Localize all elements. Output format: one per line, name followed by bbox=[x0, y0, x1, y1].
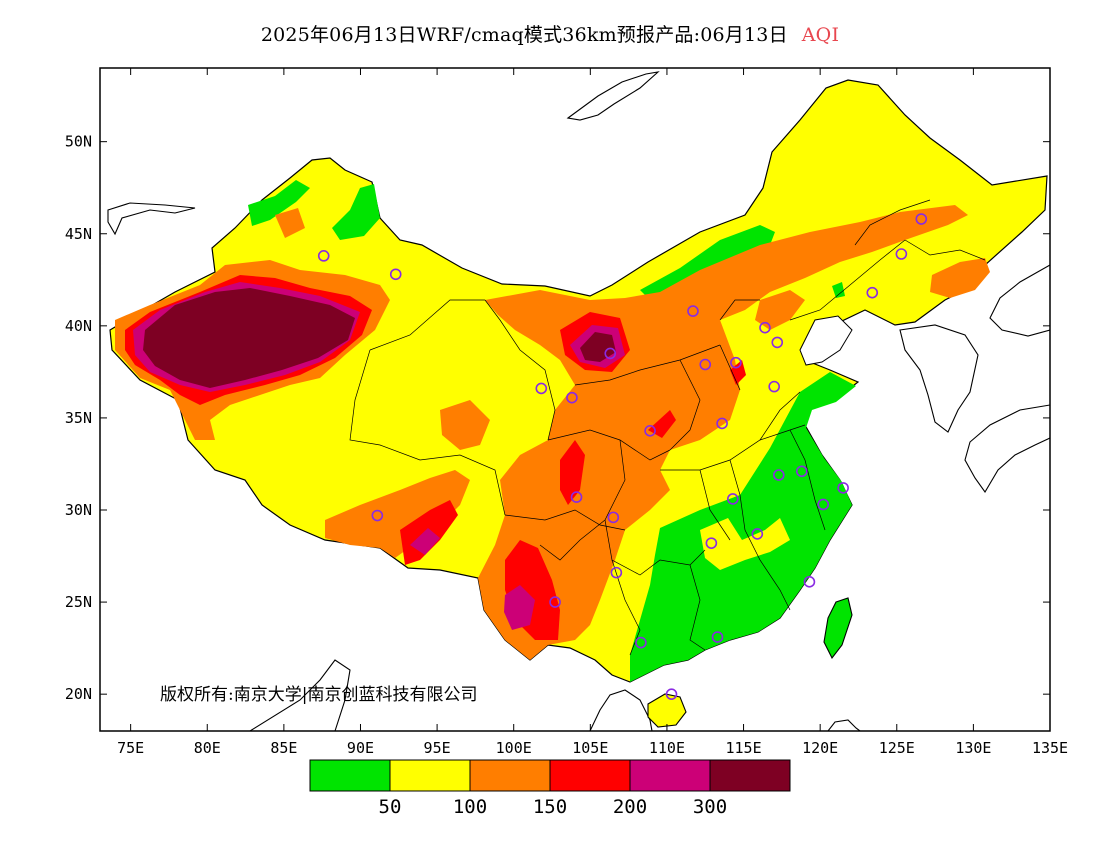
station-marker bbox=[727, 493, 739, 505]
station-marker bbox=[566, 391, 578, 404]
x-tick-label: 100E bbox=[496, 739, 532, 757]
station-marker bbox=[699, 358, 712, 371]
station-markers bbox=[317, 213, 928, 700]
legend-swatch bbox=[469, 759, 551, 792]
station-marker bbox=[772, 469, 785, 481]
x-tick-label: 120E bbox=[802, 739, 838, 757]
x-tick-label: 85E bbox=[270, 739, 297, 757]
legend-label: 300 bbox=[693, 796, 727, 818]
station-marker bbox=[768, 380, 780, 393]
aqi-pocket-moderate bbox=[700, 518, 790, 570]
station-marker bbox=[895, 248, 908, 260]
map-frame bbox=[99, 67, 1051, 732]
legend-label: 150 bbox=[533, 796, 567, 818]
aqi-band-hazardous bbox=[143, 288, 616, 388]
y-tick-label: 45N bbox=[65, 225, 92, 243]
legend-label: 50 bbox=[379, 796, 402, 818]
x-tick-label: 90E bbox=[347, 739, 374, 757]
legend-swatch bbox=[309, 759, 391, 792]
title-variable: AQI bbox=[801, 24, 840, 46]
station-marker bbox=[705, 537, 718, 549]
legend-swatch bbox=[629, 759, 711, 792]
y-tick-label: 20N bbox=[65, 685, 92, 703]
station-marker bbox=[389, 268, 402, 281]
legend-swatch bbox=[709, 759, 791, 792]
station-marker bbox=[610, 566, 623, 579]
x-tick-label: 135E bbox=[1032, 739, 1068, 757]
aqi-legend: 50 100 150 200 300 bbox=[309, 759, 791, 818]
x-tick-label: 95E bbox=[424, 739, 451, 757]
station-marker bbox=[317, 250, 330, 262]
hainan-island bbox=[647, 693, 687, 728]
station-marker bbox=[759, 321, 771, 334]
station-marker bbox=[371, 509, 384, 522]
y-tick-label: 25N bbox=[65, 593, 92, 611]
x-tick-label: 75E bbox=[117, 739, 144, 757]
taiwan-island bbox=[823, 597, 853, 660]
station-marker bbox=[711, 631, 724, 643]
station-marker bbox=[607, 511, 620, 524]
station-marker bbox=[803, 576, 816, 588]
y-tick-label: 30N bbox=[65, 501, 92, 519]
station-marker bbox=[795, 465, 808, 478]
station-marker bbox=[837, 482, 849, 494]
y-tick-label: 35N bbox=[65, 409, 92, 427]
station-marker bbox=[644, 425, 656, 437]
station-marker bbox=[549, 596, 561, 608]
station-marker bbox=[771, 336, 784, 349]
x-tick-label: 105E bbox=[572, 739, 608, 757]
x-tick-label: 125E bbox=[879, 739, 915, 757]
station-marker bbox=[665, 688, 678, 700]
legend-label: 100 bbox=[453, 796, 487, 818]
station-marker bbox=[604, 347, 617, 360]
station-marker bbox=[716, 417, 728, 430]
y-axis: 50N 45N 40N 35N 30N 25N 20N bbox=[65, 133, 1050, 703]
province-boundaries bbox=[349, 199, 986, 656]
x-tick-label: 115E bbox=[725, 739, 761, 757]
station-marker bbox=[915, 213, 928, 225]
map-area bbox=[107, 71, 1050, 731]
y-tick-label: 40N bbox=[65, 317, 92, 335]
station-marker bbox=[866, 286, 879, 299]
bohai-sea bbox=[799, 315, 853, 366]
station-marker bbox=[730, 356, 742, 369]
title-main: 2025年06月13日WRF/cmaq模式36km预报产品:06月13日 bbox=[260, 24, 788, 46]
legend-label: 200 bbox=[613, 796, 647, 818]
x-tick-label: 80E bbox=[194, 739, 221, 757]
station-marker bbox=[635, 636, 647, 649]
legend-swatch bbox=[389, 759, 471, 792]
station-marker bbox=[570, 491, 583, 503]
x-axis: 75E 80E 85E 90E 95E 100E 105E 110E 115E 120E 125E 1… bbox=[117, 68, 1068, 757]
y-tick-label: 50N bbox=[65, 133, 92, 151]
x-tick-label: 110E bbox=[649, 739, 685, 757]
legend-swatch bbox=[549, 759, 631, 792]
map-title: 2025年06月13日WRF/cmaq模式36km预报产品:06月13日 AQI bbox=[0, 20, 1100, 47]
x-tick-label: 130E bbox=[955, 739, 991, 757]
station-marker bbox=[751, 528, 764, 540]
station-marker bbox=[535, 382, 548, 395]
neighbor-outlines bbox=[107, 71, 1050, 731]
copyright-notice: 版权所有:南京大学|南京创蓝科技有限公司 bbox=[160, 685, 478, 705]
station-marker bbox=[817, 498, 830, 511]
station-marker bbox=[687, 305, 699, 317]
